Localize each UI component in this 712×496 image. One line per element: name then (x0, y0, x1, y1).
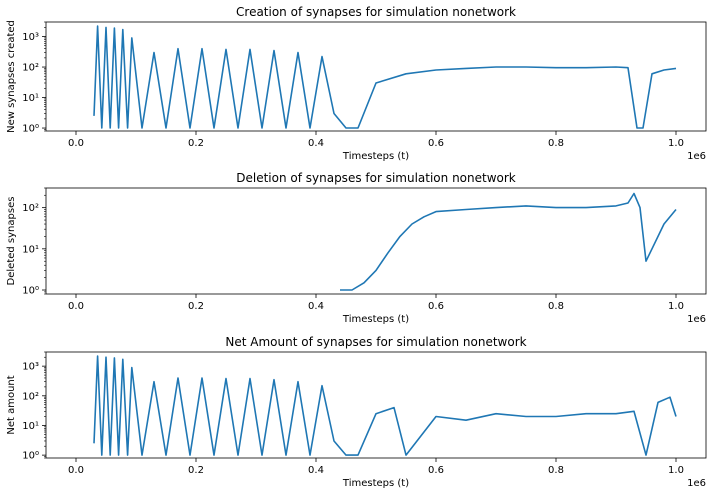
axes-frame (45, 21, 707, 132)
y-axis-label: Deleted synapses (6, 197, 17, 286)
chart-title: Deletion of synapses for simulation none… (236, 171, 516, 185)
chart-title: Creation of synapses for simulation none… (236, 5, 516, 19)
x-tick-label: 0.8 (548, 465, 564, 476)
x-offset-label: 1e6 (687, 151, 706, 162)
chart-title: Net Amount of synapses for simulation no… (225, 335, 526, 349)
subplot-2: 0.0 0.2 0.4 0.6 0.8 1.0 10⁰ 10¹ 10² Deletion of s… (6, 171, 707, 325)
y-tick-label: 10¹ (22, 244, 39, 255)
y-tick-label: 10¹ (22, 421, 39, 432)
x-tick-label: 0.0 (68, 465, 84, 476)
y-tick-label: 10¹ (22, 93, 39, 104)
x-offset-label: 1e6 (687, 314, 706, 325)
y-tick-label: 10⁰ (22, 451, 39, 462)
axes-frame (45, 187, 707, 295)
series-line (93, 25, 677, 129)
x-tick-label: 1.0 (668, 301, 684, 312)
series-line (340, 192, 677, 291)
x-tick-label: 0.2 (188, 138, 204, 149)
y-tick-label: 10⁰ (22, 286, 39, 297)
x-tick-label: 0.0 (68, 301, 84, 312)
x-tick-label: 0.2 (188, 465, 204, 476)
x-tick-label: 1.0 (668, 138, 684, 149)
axes-frame (45, 351, 707, 459)
y-tick-label: 10⁰ (22, 124, 39, 135)
x-offset-label: 1e6 (687, 478, 706, 489)
subplot-1: 0.0 0.2 0.4 0.6 0.8 1.0 10⁰ 10¹ 10² 10³ Creation o… (6, 5, 707, 162)
x-tick-label: 0.6 (428, 465, 444, 476)
x-tick-label: 0.0 (68, 138, 84, 149)
y-axis-label: New synapses created (6, 20, 17, 133)
x-tick-label: 0.6 (428, 138, 444, 149)
y-tick-label: 10² (22, 63, 39, 74)
x-tick-label: 0.8 (548, 138, 564, 149)
x-tick-label: 0.8 (548, 301, 564, 312)
x-tick-label: 1.0 (668, 465, 684, 476)
x-axis-label: Timesteps (t) (342, 314, 409, 325)
x-tick-label: 0.2 (188, 301, 204, 312)
x-axis-label: Timesteps (t) (342, 478, 409, 489)
y-tick-label: 10³ (22, 32, 39, 43)
x-axis-label: Timesteps (t) (342, 151, 409, 162)
y-tick-label: 10³ (22, 362, 39, 373)
y-tick-label: 10² (22, 391, 39, 402)
x-tick-label: 0.6 (428, 301, 444, 312)
series-line (93, 355, 677, 456)
x-tick-label: 0.4 (308, 138, 324, 149)
y-tick-label: 10² (22, 203, 39, 214)
subplot-3: 0.0 0.2 0.4 0.6 0.8 1.0 10⁰ 10¹ 10² 10³ Net Amount… (6, 335, 707, 489)
x-tick-label: 0.4 (308, 465, 324, 476)
x-tick-label: 0.4 (308, 301, 324, 312)
y-axis-label: Net amount (6, 375, 17, 434)
